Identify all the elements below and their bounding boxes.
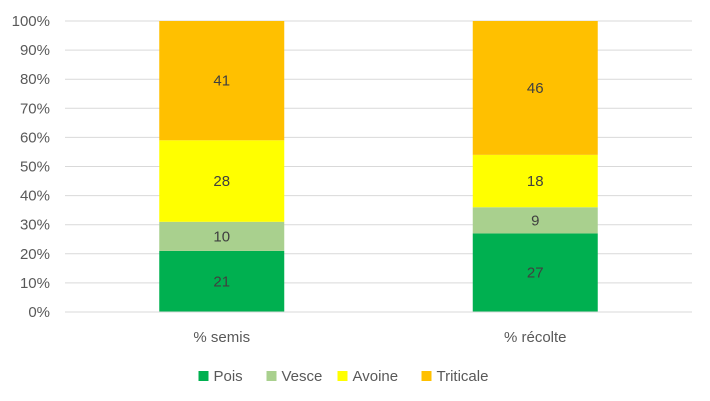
y-tick-label: 40% (20, 188, 50, 205)
data-label: 41 (213, 73, 230, 90)
legend-swatch-pois (198, 371, 209, 381)
x-axis: % semis % récolte (65, 311, 692, 346)
legend-label: Pois (214, 368, 243, 385)
bar-segment-pois (472, 233, 598, 312)
y-tick-label: 0% (28, 304, 50, 321)
y-tick-label: 50% (20, 159, 50, 176)
bar-segment-avoine (159, 140, 285, 222)
bar-segment-vesce (159, 221, 285, 251)
y-tick-label: 20% (20, 246, 50, 263)
legend: Pois Vesce Avoine Triticale (198, 368, 489, 385)
data-label: 28 (213, 173, 230, 190)
data-label: 21 (213, 273, 230, 290)
legend-swatch-vesce (266, 371, 277, 381)
bar-segment-triticale (472, 21, 598, 155)
bar-segment-avoine (472, 154, 598, 208)
bars: 21 10 28 41 27 9 18 46 (159, 21, 598, 312)
y-tick-label: 80% (20, 71, 50, 88)
y-tick-label: 70% (20, 100, 50, 117)
bar-segment-triticale (159, 21, 285, 141)
legend-swatch-triticale (421, 371, 432, 381)
data-label: 27 (527, 265, 544, 282)
data-label: 10 (213, 228, 230, 245)
y-tick-label: 10% (20, 275, 50, 292)
y-tick-label: 30% (20, 217, 50, 234)
legend-label: Avoine (353, 368, 399, 385)
data-label: 46 (527, 80, 544, 97)
y-tick-label: 90% (20, 42, 50, 59)
y-axis: 0% 10% 20% 30% 40% 50% 60% 70% 80% 90% 100% (12, 13, 50, 321)
legend-label: Triticale (437, 368, 489, 385)
data-label: 18 (527, 173, 544, 190)
gridlines (65, 20, 692, 284)
data-label: 9 (531, 212, 539, 229)
x-category-label: % récolte (504, 329, 567, 346)
bar-segment-pois (159, 250, 285, 312)
legend-swatch-avoine (337, 371, 348, 381)
x-category-label: % semis (193, 329, 250, 346)
y-tick-label: 100% (12, 13, 50, 30)
bar-segment-vesce (472, 207, 598, 234)
y-tick-label: 60% (20, 129, 50, 146)
legend-label: Vesce (282, 368, 323, 385)
